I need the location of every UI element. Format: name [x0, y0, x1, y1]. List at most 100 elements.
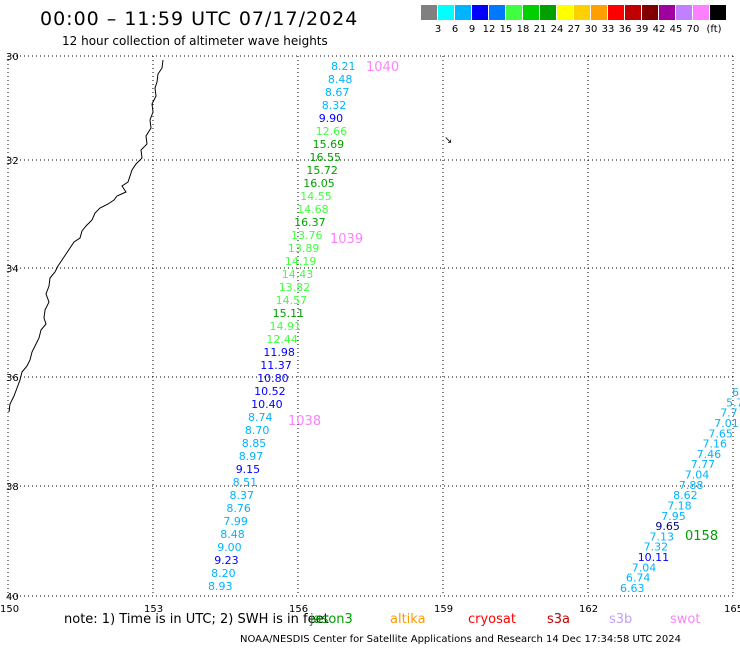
- swh-value: 7.65: [708, 427, 733, 440]
- color-swatch: [693, 5, 709, 20]
- color-swatch: [421, 5, 437, 20]
- swh-value: 7.01: [714, 417, 739, 430]
- scale-label: 15: [499, 24, 513, 35]
- legend-s3b: s3b: [609, 612, 633, 627]
- color-swatch: [574, 5, 590, 20]
- color-swatch: [608, 5, 624, 20]
- stray-mark: ↘: [444, 135, 452, 146]
- swh-value: 14.55: [300, 190, 332, 203]
- color-swatch: [625, 5, 641, 20]
- lon-tick-label: 159: [434, 604, 453, 615]
- swh-value: 7.13: [650, 530, 675, 543]
- swh-value: 15.72: [306, 164, 338, 177]
- legend-altika: altika: [390, 612, 426, 627]
- swh-value: 7.88: [679, 479, 704, 492]
- swh-value: 8.32: [322, 99, 347, 112]
- swh-value: 7.46: [697, 448, 722, 461]
- color-swatch: [489, 5, 505, 20]
- swh-value: 9.65: [655, 520, 680, 533]
- swh-value: 8.51: [233, 476, 258, 489]
- swh-value: 7.18: [667, 500, 692, 513]
- scale-label: 30: [584, 24, 598, 35]
- scale-label: 36: [618, 24, 632, 35]
- satellite-track-east: 6.5.77.77.017.657.167.467.777.047.888.62…: [620, 386, 740, 595]
- satellite-track-west: 8.218.488.678.329.9012.6615.6916.5515.72…: [208, 60, 356, 593]
- swh-value: 9.90: [319, 112, 344, 125]
- swh-value: 10.40: [251, 398, 283, 411]
- color-swatch: [455, 5, 471, 20]
- scale-label: 39: [635, 24, 649, 35]
- swh-value: 7.16: [703, 438, 728, 451]
- lat-tick-label: 40: [6, 592, 19, 603]
- lat-tick-label: 36: [6, 373, 19, 384]
- swh-value: 13.76: [291, 229, 323, 242]
- swh-value: 15.69: [313, 138, 345, 151]
- swh-value: 14.43: [282, 268, 314, 281]
- swh-value: 8.76: [226, 502, 251, 515]
- swh-value: 8.37: [230, 489, 255, 502]
- swh-value: 6.: [732, 386, 740, 399]
- swh-value: 8.21: [331, 60, 356, 73]
- scale-label: 27: [567, 24, 581, 35]
- color-swatch: [676, 5, 692, 20]
- swh-value: 14.91: [270, 320, 302, 333]
- swh-value: 7.7: [720, 407, 738, 420]
- swh-value: 8.97: [239, 450, 263, 463]
- swh-value: 10.80: [257, 372, 289, 385]
- page-subtitle: 12 hour collection of altimeter wave hei…: [62, 34, 328, 48]
- color-swatch: [540, 5, 556, 20]
- legend-cryosat: cryosat: [468, 612, 516, 627]
- swh-value: 14.19: [285, 255, 317, 268]
- footer-note: note: 1) Time is in UTC; 2) SWH is in fe…: [64, 612, 329, 627]
- color-swatch: [557, 5, 573, 20]
- swh-value: 6.63: [620, 582, 645, 595]
- scale-label: 24: [550, 24, 564, 35]
- swh-value: 14.68: [297, 203, 329, 216]
- swh-value: 13.89: [288, 242, 320, 255]
- swh-value: 11.37: [260, 359, 292, 372]
- swh-value: 7.95: [661, 510, 686, 523]
- swh-value: 12.44: [266, 333, 298, 346]
- swh-value: 8.62: [673, 489, 698, 502]
- swh-value: 8.85: [242, 437, 266, 450]
- scale-label: 12: [482, 24, 496, 35]
- swh-value: 15.11: [273, 307, 305, 320]
- swh-value: 16.37: [294, 216, 326, 229]
- scale-label: 6: [451, 24, 459, 35]
- swh-value: 8.20: [211, 567, 236, 580]
- swh-value: 8.67: [325, 86, 350, 99]
- lon-tick-label: 153: [144, 604, 163, 615]
- swh-value: 6.74: [626, 572, 651, 585]
- scale-label: 33: [601, 24, 615, 35]
- color-swatch: [659, 5, 675, 20]
- swh-value: 13.82: [279, 281, 311, 294]
- scale-label: 3: [434, 24, 442, 35]
- swh-value: 9.23: [214, 554, 239, 567]
- legend-swot: swot: [670, 612, 701, 627]
- lat-tick-label: 34: [6, 264, 19, 275]
- lon-tick-label: 156: [289, 604, 308, 615]
- track-label-1040: 1040: [366, 60, 399, 75]
- color-swatch: [438, 5, 454, 20]
- swh-value: 16.05: [303, 177, 335, 190]
- lat-tick-label: 38: [6, 482, 19, 493]
- footer-credit: NOAA/NESDIS Center for Satellite Applica…: [240, 634, 682, 645]
- scale-label: 70: [686, 24, 700, 35]
- swh-value: 8.74: [248, 411, 273, 424]
- swh-value: 8.48: [328, 73, 353, 86]
- map-grid: [7, 55, 734, 597]
- swh-value: 14.57: [276, 294, 308, 307]
- track-label-0158: 0158: [685, 529, 718, 544]
- swh-value: 11.98: [263, 346, 295, 359]
- swh-value: 7.99: [223, 515, 248, 528]
- color-swatch: [642, 5, 658, 20]
- scale-label: 9: [468, 24, 476, 35]
- scale-label: 21: [533, 24, 547, 35]
- color-swatch: [710, 5, 726, 20]
- color-swatch: [523, 5, 539, 20]
- swh-value: 16.55: [310, 151, 342, 164]
- swh-value: 5.7: [726, 396, 740, 409]
- swh-value: 9.00: [217, 541, 242, 554]
- swh-value: 8.93: [208, 580, 233, 593]
